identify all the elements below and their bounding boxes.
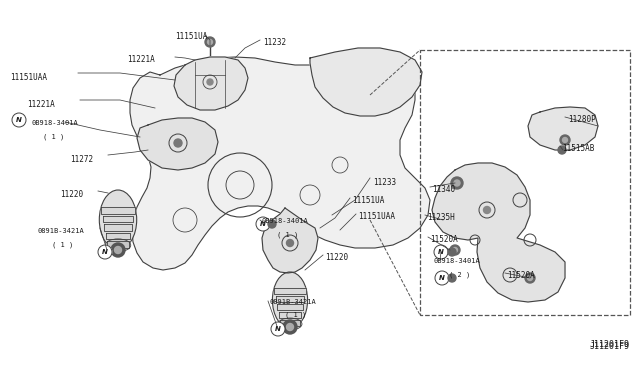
Text: 11220: 11220: [60, 190, 83, 199]
Text: 11235H: 11235H: [427, 213, 455, 222]
Text: N: N: [260, 221, 266, 227]
Text: 11280P: 11280P: [568, 115, 596, 124]
Text: ( 2 ): ( 2 ): [449, 271, 470, 278]
Circle shape: [558, 146, 566, 154]
Text: ( 1 ): ( 1 ): [43, 133, 64, 140]
Circle shape: [450, 245, 460, 255]
Polygon shape: [137, 118, 218, 170]
Circle shape: [454, 180, 460, 186]
Polygon shape: [106, 232, 130, 239]
Circle shape: [452, 247, 458, 253]
Circle shape: [434, 245, 448, 259]
Circle shape: [483, 206, 490, 214]
Polygon shape: [101, 207, 135, 214]
Text: 0891B-3421A: 0891B-3421A: [38, 228, 84, 234]
Circle shape: [174, 139, 182, 147]
Polygon shape: [130, 55, 430, 270]
Text: 11220: 11220: [325, 253, 348, 262]
Polygon shape: [107, 241, 129, 248]
Text: 11340: 11340: [432, 185, 455, 194]
Circle shape: [287, 324, 294, 330]
Text: 11151UA: 11151UA: [352, 196, 385, 205]
Text: N: N: [16, 117, 22, 123]
Text: ( 1 ): ( 1 ): [285, 312, 307, 318]
Text: 11232: 11232: [263, 38, 286, 47]
Ellipse shape: [273, 272, 308, 328]
Polygon shape: [528, 107, 598, 150]
Polygon shape: [274, 288, 306, 294]
Polygon shape: [277, 304, 303, 310]
Circle shape: [205, 37, 215, 47]
Polygon shape: [262, 208, 318, 273]
Polygon shape: [276, 296, 305, 302]
Circle shape: [527, 276, 532, 280]
Circle shape: [287, 240, 294, 247]
Text: 11221A: 11221A: [27, 100, 55, 109]
Text: 11151UAA: 11151UAA: [10, 73, 47, 82]
Text: 0891B-3421A: 0891B-3421A: [270, 299, 317, 305]
Circle shape: [451, 177, 463, 189]
Circle shape: [435, 271, 449, 285]
Circle shape: [283, 320, 297, 334]
Polygon shape: [279, 312, 301, 318]
Text: ( 1 ): ( 1 ): [52, 241, 73, 247]
Polygon shape: [102, 215, 133, 222]
Text: 11272: 11272: [70, 155, 93, 164]
Ellipse shape: [278, 318, 302, 330]
Text: 11520A: 11520A: [430, 235, 458, 244]
Polygon shape: [104, 224, 132, 231]
Text: 0B918-3401A: 0B918-3401A: [262, 218, 308, 224]
Circle shape: [268, 220, 276, 228]
Text: 11151UAA: 11151UAA: [358, 212, 395, 221]
Text: 11233: 11233: [373, 178, 396, 187]
Polygon shape: [310, 48, 422, 116]
Polygon shape: [280, 320, 300, 326]
Ellipse shape: [99, 190, 137, 250]
Text: 0B918-3401A: 0B918-3401A: [31, 120, 77, 126]
Circle shape: [256, 217, 270, 231]
Polygon shape: [174, 57, 248, 110]
Bar: [420, 50, 630, 315]
Text: N: N: [438, 249, 444, 255]
Text: 11520A: 11520A: [507, 271, 535, 280]
Circle shape: [563, 138, 568, 142]
Text: N: N: [275, 326, 281, 332]
Circle shape: [525, 273, 535, 283]
Circle shape: [560, 135, 570, 145]
Text: 11515AB: 11515AB: [562, 144, 595, 153]
Ellipse shape: [105, 239, 131, 251]
Text: 0B918-3401A: 0B918-3401A: [433, 258, 480, 264]
Text: 11221A: 11221A: [127, 55, 155, 64]
Circle shape: [12, 113, 26, 127]
Text: ( 1 ): ( 1 ): [277, 231, 298, 237]
Text: N: N: [439, 275, 445, 281]
Circle shape: [115, 247, 122, 253]
Circle shape: [271, 322, 285, 336]
Text: J11201F9: J11201F9: [590, 342, 630, 351]
Text: 11151UA: 11151UA: [175, 32, 207, 41]
Circle shape: [448, 248, 456, 256]
Circle shape: [111, 243, 125, 257]
Text: N: N: [102, 249, 108, 255]
Circle shape: [448, 274, 456, 282]
Circle shape: [98, 245, 112, 259]
Circle shape: [207, 39, 212, 45]
Polygon shape: [432, 163, 565, 302]
Text: J11201F9: J11201F9: [590, 340, 630, 349]
Circle shape: [207, 79, 213, 85]
